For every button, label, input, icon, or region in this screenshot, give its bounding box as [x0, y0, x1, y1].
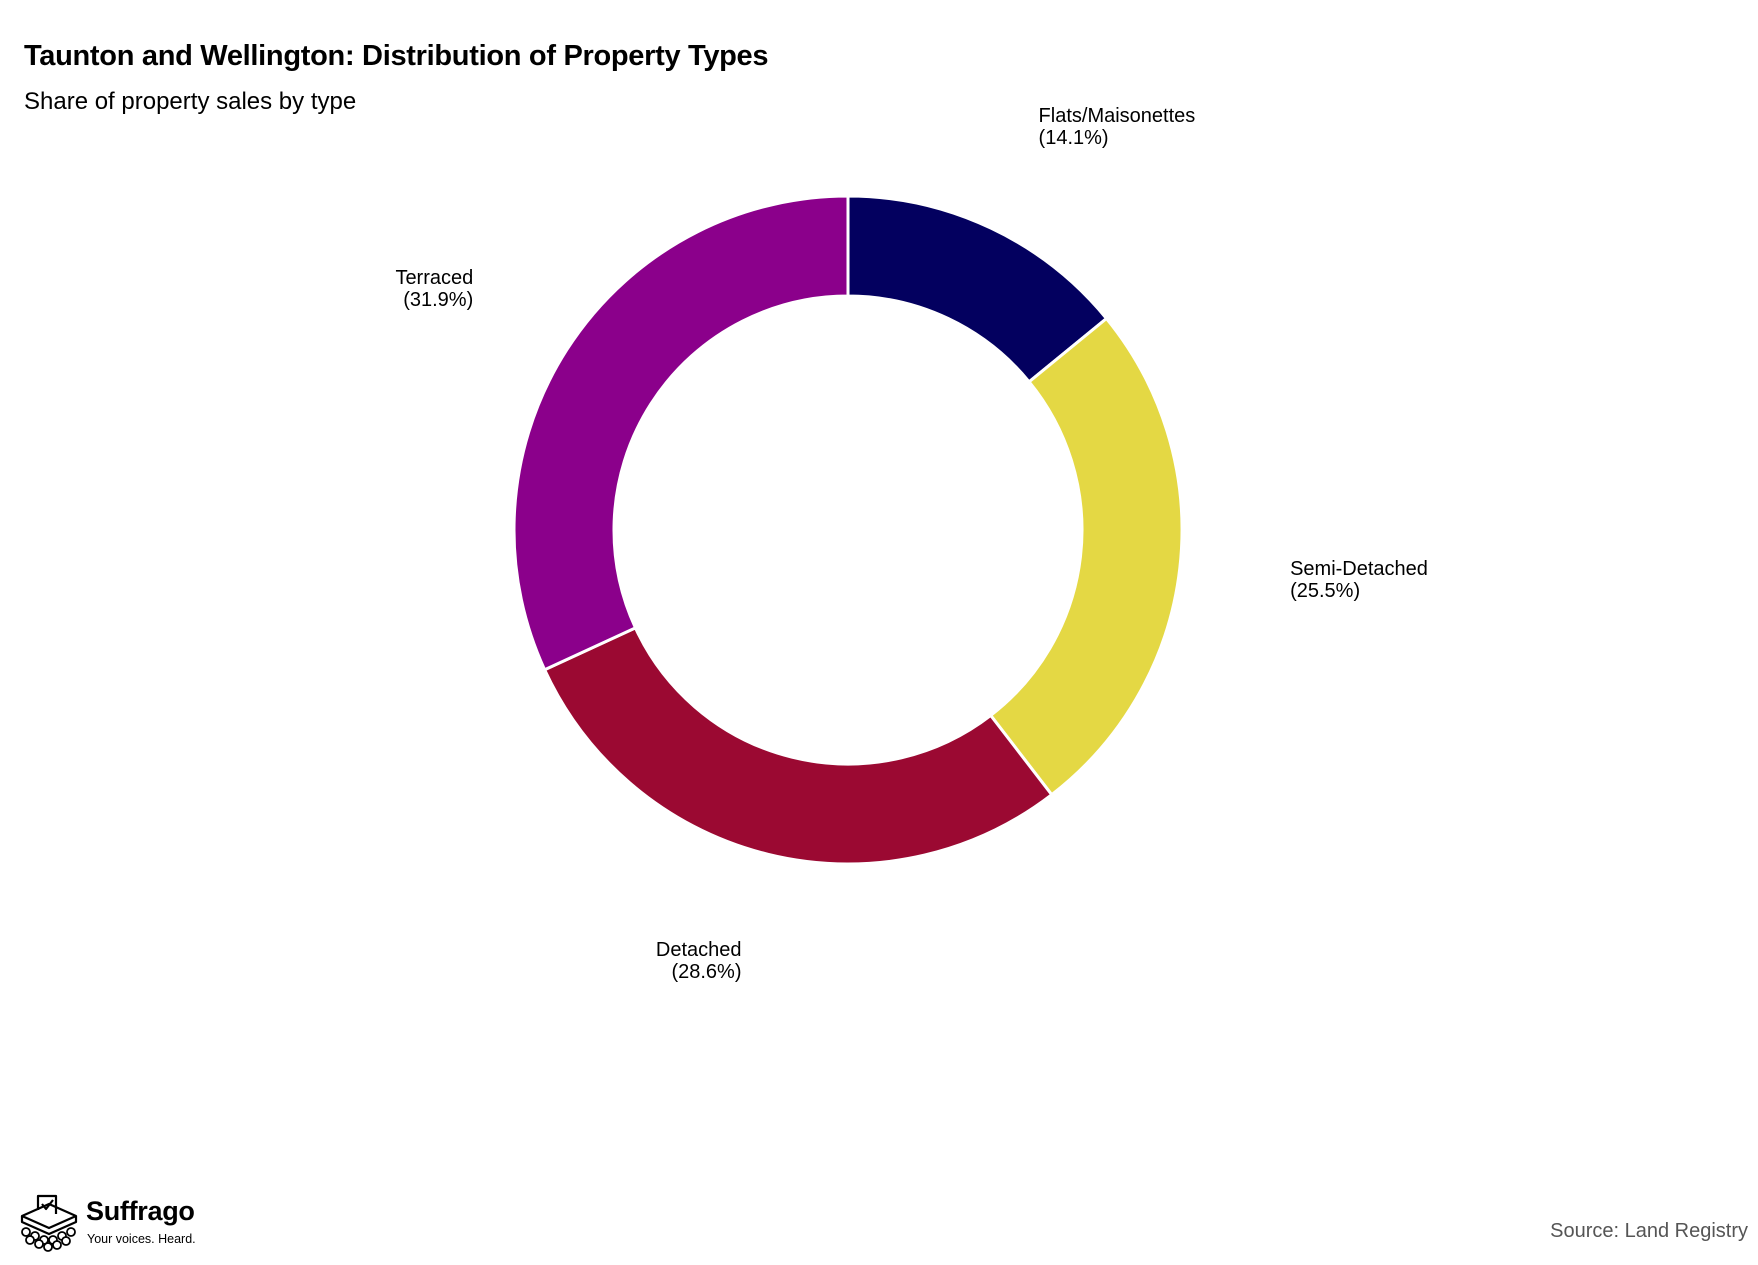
slice-label: Semi-Detached (25.5%) [1290, 558, 1428, 602]
slice-semi-detached [988, 316, 1184, 797]
chart-subtitle: Share of property sales by type [24, 88, 357, 115]
brand-tagline: Your voices. Heard. [87, 1232, 196, 1246]
slice-label-value: (31.9%) [403, 289, 473, 311]
slice-label: Flats/Maisonettes (14.1%) [1039, 105, 1196, 149]
slice-label: Detached (28.6%) [656, 939, 742, 983]
slice-detached [542, 625, 1054, 866]
slice-labels: Flats/Maisonettes (14.1%) Semi-Detached (25… [395, 105, 1427, 983]
slice-label-value: (25.5%) [1290, 580, 1360, 602]
slice-label-name: Detached [656, 939, 742, 961]
donut-slices [512, 194, 1184, 866]
slice-label-name: Terraced [395, 267, 473, 289]
chart-title: Taunton and Wellington: Distribution of … [24, 40, 769, 72]
source-note: Source: Land Registry [1550, 1220, 1748, 1242]
slice-label-name: Flats/Maisonettes [1039, 105, 1196, 127]
slice-label-name: Semi-Detached [1290, 558, 1428, 580]
slice-label-value: (14.1%) [1039, 127, 1109, 149]
brand-name: Suffrago [86, 1196, 195, 1226]
slice-label: Terraced (31.9%) [395, 267, 473, 311]
brand-block: Suffrago Your voices. Heard. [16, 1192, 216, 1252]
slice-terraced [512, 194, 850, 672]
ballot-box-icon [20, 1194, 78, 1252]
slice-label-value: (28.6%) [671, 961, 741, 983]
